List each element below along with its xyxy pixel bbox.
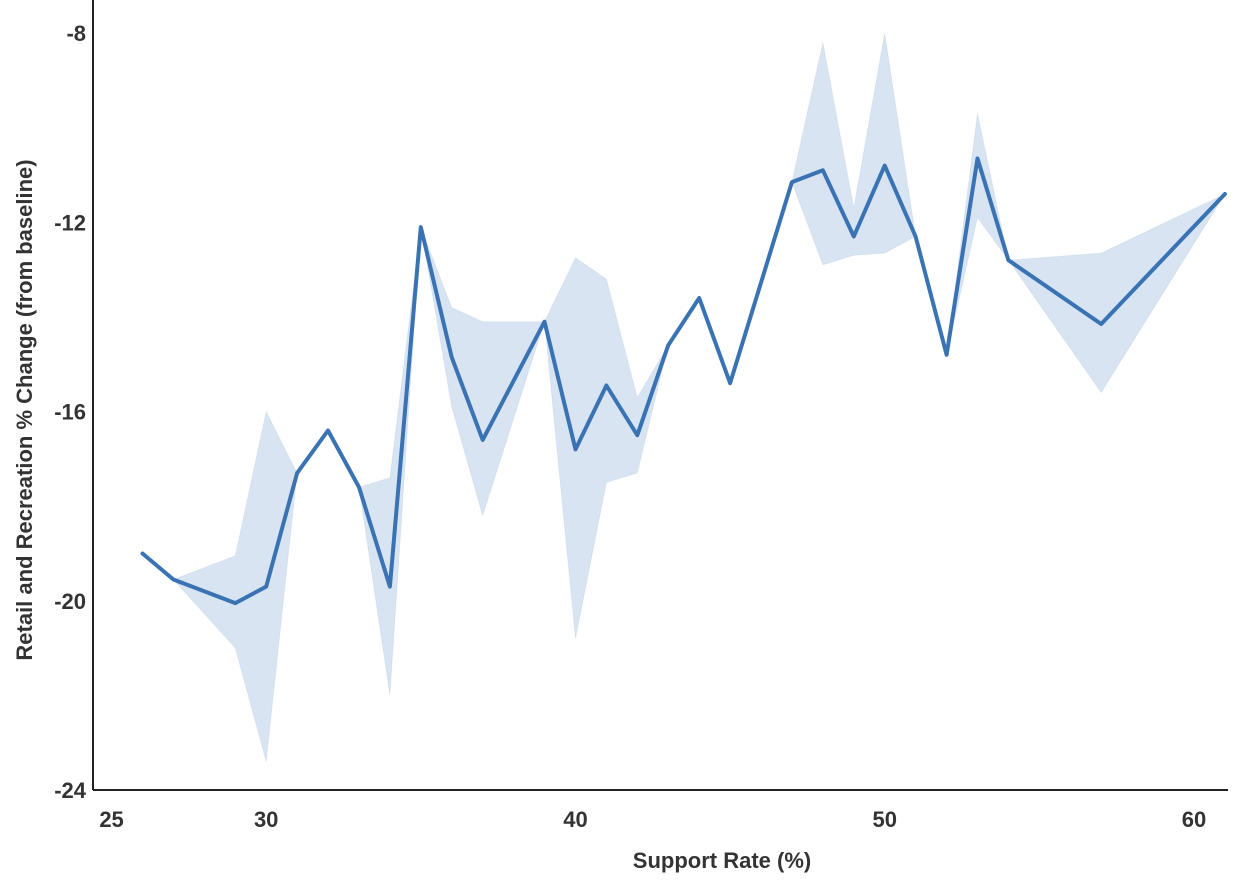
x-tick-label: 60 [1182,807,1206,832]
x-axis-title: Support Rate (%) [633,848,811,873]
series-line-0 [140,156,1227,606]
y-axis-title: Retail and Recreation % Change (from bas… [12,159,37,660]
y-tick-labels: -24 -20 -16 -12 -8 [54,21,87,803]
x-tick-label: 25 [99,807,123,832]
series-line-layer [140,156,1227,606]
y-tick-label: -16 [54,400,86,425]
x-tick-labels: 25 30 40 50 60 [99,807,1206,832]
y-tick-label: -8 [66,21,86,46]
y-tick-label: -12 [54,210,86,235]
confidence-band [142,33,1227,762]
y-tick-label: -20 [54,589,86,614]
confidence-band-layer [142,33,1227,762]
x-tick-label: 50 [872,807,896,832]
y-tick-label: -24 [54,778,87,803]
x-tick-label: 30 [254,807,278,832]
x-tick-label: 40 [563,807,587,832]
